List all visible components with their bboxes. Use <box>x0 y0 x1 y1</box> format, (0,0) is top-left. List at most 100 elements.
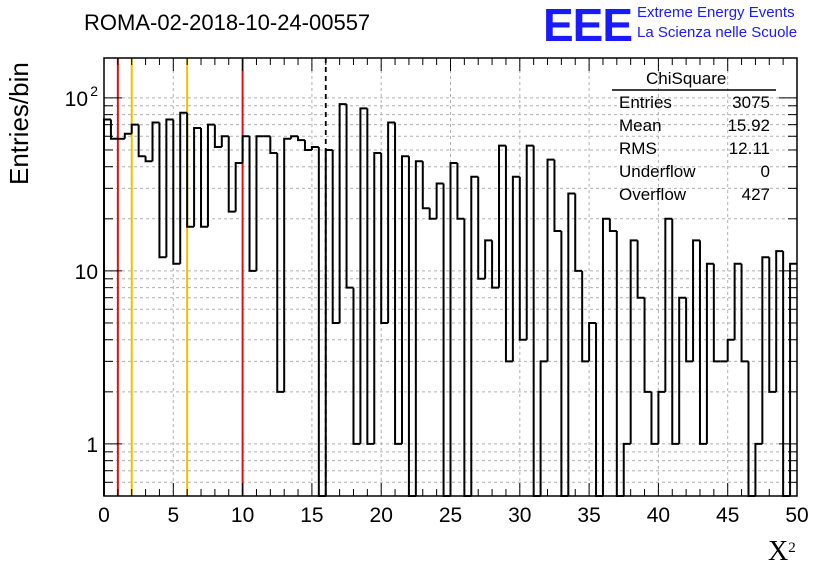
x-axis-label: X2 <box>768 536 796 568</box>
histogram-bin <box>366 108 375 445</box>
histogram-bin <box>525 144 534 340</box>
histogram-bin <box>470 175 479 496</box>
x-tick-label: 30 <box>508 504 531 527</box>
histogram-bin <box>747 361 756 497</box>
x-tick-label: 35 <box>577 504 600 527</box>
histogram-bin <box>220 135 229 148</box>
histogram-bin <box>297 136 305 142</box>
histogram-bin <box>546 158 555 362</box>
stats-overflow-value: 427 <box>741 185 770 204</box>
y-axis-label: Entries/bin <box>4 62 34 185</box>
histogram-bin <box>206 123 215 227</box>
histogram-bin <box>331 149 340 324</box>
histogram-bin <box>574 193 583 272</box>
histogram-bin <box>678 296 687 444</box>
stats-entries-value: 3075 <box>732 93 770 112</box>
histogram-bin <box>657 390 666 444</box>
histogram-bin <box>789 262 797 496</box>
histogram-bin <box>407 156 416 497</box>
x-tick-label: 5 <box>167 504 179 527</box>
histogram-bin <box>227 136 236 213</box>
histogram-bin <box>144 156 153 163</box>
histogram-bin <box>137 124 146 158</box>
histogram-bin <box>740 263 749 363</box>
histogram-bin <box>664 217 673 392</box>
histogram-bin <box>200 127 208 228</box>
reference-lines <box>116 58 327 496</box>
histogram-bin <box>248 136 257 272</box>
histogram-bin <box>213 124 222 149</box>
logo-subtitle-1: Extreme Energy Events <box>637 4 795 21</box>
y-tick-label: 10 <box>65 88 88 111</box>
histogram-bin <box>359 107 368 444</box>
histogram-bin <box>109 119 118 140</box>
histogram-bin <box>130 123 139 134</box>
chart-title: ROMA-02-2018-10-24-00557 <box>84 10 371 35</box>
x-tick-label: 15 <box>300 504 323 527</box>
x-tick-label: 45 <box>716 504 739 527</box>
histogram-bin <box>338 103 347 323</box>
histogram-bin <box>539 360 548 496</box>
histogram-bin <box>636 240 645 299</box>
stats-mean-value: 15.92 <box>727 116 770 135</box>
histogram-bin <box>761 256 770 444</box>
y-tick-label: 10 <box>75 261 98 284</box>
histogram-bin <box>601 217 610 496</box>
axis-ticks <box>103 58 798 496</box>
histogram-bin <box>581 270 590 363</box>
histogram-bin <box>498 144 506 288</box>
histogram-bin <box>303 140 312 151</box>
y-tick-label-exponent: 2 <box>90 83 98 99</box>
x-tick-label: 40 <box>647 504 670 527</box>
histogram-bin <box>733 262 742 340</box>
grid-lines <box>104 58 797 496</box>
histogram-bin <box>484 239 493 279</box>
histogram-bin <box>629 239 638 444</box>
histogram-bin <box>705 262 714 444</box>
histogram-bin <box>193 126 202 227</box>
histogram-bin <box>428 208 437 220</box>
histogram-bin <box>186 112 195 228</box>
x-tick-label: 25 <box>439 504 462 527</box>
histogram-bin <box>504 145 513 363</box>
histogram-bin <box>255 135 264 271</box>
histogram-bin <box>595 322 603 497</box>
histogram-bin <box>276 153 285 393</box>
histogram-bin <box>726 338 735 362</box>
stats-mean-key: Mean <box>619 116 662 135</box>
histogram-bin <box>165 118 174 258</box>
histogram-bin <box>622 442 631 496</box>
histogram-bin <box>463 218 472 497</box>
histogram-bin <box>414 160 423 496</box>
stats-overflow-key: Overflow <box>619 185 687 204</box>
histogram-bin <box>324 148 333 496</box>
histogram-bin <box>234 162 243 212</box>
histogram-bin <box>172 119 181 265</box>
histogram-bin <box>290 135 299 139</box>
histogram-bin <box>775 250 784 392</box>
stats-entries-key: Entries <box>619 93 672 112</box>
histogram-bin <box>269 136 278 155</box>
histogram-bin <box>151 121 160 162</box>
stats-underflow-value: 0 <box>760 162 770 181</box>
histogram-bin <box>712 263 721 363</box>
histogram-bin <box>768 257 777 393</box>
stats-underflow-key: Underflow <box>619 162 696 181</box>
histogram-bin <box>241 135 250 164</box>
histogram-bin <box>685 297 694 363</box>
histogram-bin <box>491 240 500 289</box>
logo-subtitle-2: La Scienza nelle Scuole <box>637 24 798 41</box>
histogram-bin <box>387 121 396 323</box>
histogram-bin <box>754 442 763 496</box>
histogram-bin <box>650 391 659 445</box>
x-axis-label-base: X <box>768 536 789 567</box>
histogram-bin <box>352 287 361 445</box>
histogram-bin <box>158 122 167 259</box>
histogram-bin <box>310 146 319 150</box>
histogram-bin <box>179 111 188 264</box>
x-tick-label: 0 <box>98 504 110 527</box>
histogram-bin <box>449 162 458 496</box>
histogram-bin <box>511 175 520 362</box>
